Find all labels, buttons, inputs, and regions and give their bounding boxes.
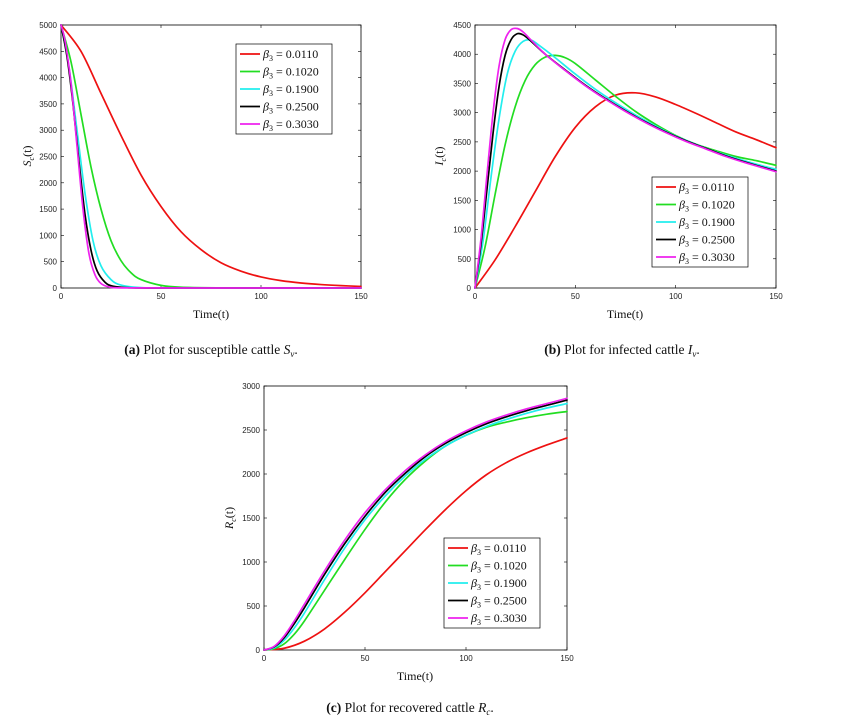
panel-a-legend-label-1: β3 = 0.0110 (262, 47, 318, 63)
panel-a-ytick-label: 3500 (39, 100, 57, 109)
panel-a-xtick-label: 0 (59, 292, 64, 301)
panel-a-ytick-label: 4000 (39, 74, 57, 83)
panel-c-series-line-4 (263, 399, 568, 651)
panel-a-series-line-5 (60, 24, 362, 289)
panel-a-legend-label-5: β3 = 0.3030 (262, 117, 319, 133)
panel-c-xtick-label: 100 (459, 654, 473, 663)
panel-c-xtick-label: 150 (560, 654, 574, 663)
panel-c-series-line-5 (263, 397, 568, 651)
caption-a: (a) Plot for susceptible cattle Sv. (124, 342, 297, 359)
panel-c-ytick-label: 500 (247, 602, 261, 611)
panel-b-ytick-label: 3500 (453, 79, 471, 88)
panel-b-ytick-label: 4000 (453, 50, 471, 59)
panel-b-ytick-label: 1000 (453, 226, 471, 235)
panel-c-xtick-label: 50 (361, 654, 370, 663)
panel-c-series-line-3 (263, 402, 568, 651)
panel-b-ytick-label: 2000 (453, 167, 471, 176)
panel-c-legend-label-4: β3 = 0.2500 (470, 594, 527, 610)
panel-a-ticks: 0 50 100 1500500100015002000250030003500400… (39, 21, 368, 301)
panel-c-series-line-1 (263, 437, 568, 651)
panel-b-xtick-label: 0 (473, 292, 478, 301)
panel-a-xtick-label: 50 (157, 292, 166, 301)
panel-c-series (263, 397, 568, 651)
panel-a-legend-label-4: β3 = 0.2500 (262, 100, 319, 116)
panel-a-ytick-label: 500 (44, 258, 58, 267)
panel-a-ytick-label: 4500 (39, 47, 57, 56)
panel-b-series-line-5 (474, 27, 777, 289)
panel-c-ytick-label: 2000 (242, 470, 260, 479)
panel-c-ytick-label: 0 (256, 646, 261, 655)
panel-a-ytick-label: 1000 (39, 231, 57, 240)
panel-c-legend-label-3: β3 = 0.1900 (470, 576, 527, 592)
panel-a-ytick-label: 0 (53, 284, 58, 293)
panel-a-ytick-label: 5000 (39, 21, 57, 30)
panel-a-legend-label-2: β3 = 0.1020 (262, 65, 319, 81)
panel-b-ytick-label: 0 (467, 284, 472, 293)
panel-a-series-line-1 (60, 24, 362, 288)
panel-a-ytick-label: 3000 (39, 126, 57, 135)
panel-a-xtick-label: 150 (354, 292, 368, 301)
panel-b-legend-label-3: β3 = 0.1900 (678, 215, 735, 231)
panel-b-legend-label-1: β3 = 0.0110 (678, 180, 734, 196)
panel-b-ticks: 0 50 100 1500500100015002000250030003500400… (453, 21, 783, 301)
panel-c-ytick-label: 3000 (242, 382, 260, 391)
panel-c-ytick-label: 1500 (242, 514, 260, 523)
panel-b-legend-label-4: β3 = 0.2500 (678, 233, 735, 249)
panel-c-xtick-label: 0 (262, 654, 267, 663)
panel-b-xlabel: Time(t) (607, 307, 643, 321)
panel-a-ytick-label: 2000 (39, 179, 57, 188)
panel-c-ytick-label: 2500 (242, 426, 260, 435)
panel-c-ylabel: Rc(t) (222, 507, 238, 530)
panel-c-legend-label-5: β3 = 0.3030 (470, 611, 527, 627)
panel-b-legend-label-2: β3 = 0.1020 (678, 198, 735, 214)
panel-b-ytick-label: 2500 (453, 138, 471, 147)
panel-a-xlabel: Time(t) (193, 307, 229, 321)
panel-b-ytick-label: 500 (458, 255, 472, 264)
panel-b-xtick-label: 150 (769, 292, 783, 301)
panel-c-legend-label-1: β3 = 0.0110 (470, 541, 526, 557)
panel-b-ytick-label: 3000 (453, 109, 471, 118)
panel-a-ytick-label: 1500 (39, 205, 57, 214)
panel-c-xlabel: Time(t) (397, 669, 433, 683)
panel-a-xtick-label: 100 (254, 292, 268, 301)
panel-c-legend-label-2: β3 = 0.1020 (470, 559, 527, 575)
panel-c-series-line-2 (263, 410, 568, 651)
panel-b-ytick-label: 4500 (453, 21, 471, 30)
panel-b-xtick-label: 100 (669, 292, 683, 301)
panel-c-ytick-label: 1000 (242, 558, 260, 567)
panel-b-xtick-label: 50 (571, 292, 580, 301)
panel-b-ytick-label: 1500 (453, 196, 471, 205)
panel-a-ytick-label: 2500 (39, 153, 57, 162)
panel-a-legend-label-3: β3 = 0.1900 (262, 82, 319, 98)
caption-b: (b) Plot for infected cattle Iv. (544, 342, 699, 359)
panel-b-series (474, 27, 777, 289)
panel-b-infected: 0 50 100 1500500100015002000250030003500400… (432, 21, 783, 321)
panel-b-ylabel: Ic(t) (432, 147, 448, 167)
panel-b-legend-label-5: β3 = 0.3030 (678, 250, 735, 266)
panel-b-series-line-1 (474, 91, 777, 289)
panel-a-ylabel: Sc(t) (20, 146, 36, 167)
panel-a-series (60, 24, 362, 289)
caption-c: (c) Plot for recovered cattle Rc. (326, 700, 493, 717)
panel-a-susceptible: 0 50 100 1500500100015002000250030003500400… (20, 21, 368, 321)
